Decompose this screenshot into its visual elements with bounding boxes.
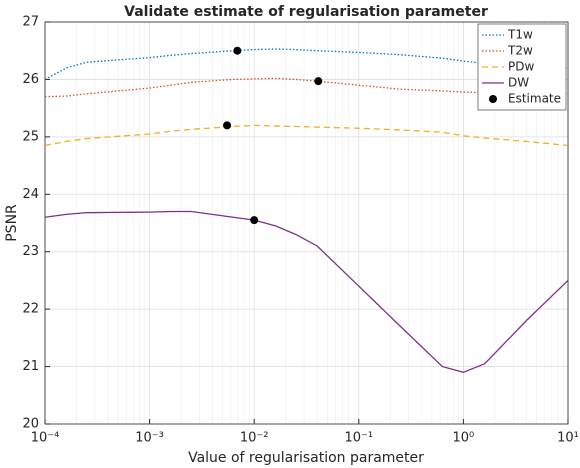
legend-label: Estimate [508, 92, 561, 106]
series-line [44, 77, 569, 98]
y-tick-label: 27 [22, 15, 39, 30]
x-axis-label: Value of regularisation parameter [188, 450, 424, 466]
x-tick-label: 10⁰ [453, 431, 475, 446]
series-line [44, 124, 569, 147]
chart-title: Validate estimate of regularisation para… [124, 4, 488, 20]
legend-swatch [489, 95, 497, 103]
y-tick-label: 20 [22, 417, 39, 432]
estimate-point [223, 121, 232, 130]
legend-label: T2w [507, 44, 533, 58]
x-tick-label: 10¹ [557, 431, 579, 446]
y-tick-label: 24 [22, 187, 39, 202]
y-axis-label: PSNR [4, 204, 20, 242]
y-tick-label: 21 [22, 359, 39, 374]
legend-label: DW [508, 76, 529, 90]
plot-frame [44, 21, 569, 425]
estimate-point [233, 46, 242, 55]
x-tick-label: 10⁻⁴ [31, 431, 60, 446]
estimate-point [250, 216, 259, 225]
y-tick-label: 22 [22, 302, 39, 317]
y-tick-label: 25 [22, 129, 39, 144]
y-tick-label: 26 [22, 72, 39, 87]
y-tick-label: 23 [22, 244, 39, 259]
legend-label: PDw [508, 60, 534, 74]
legend-label: T1w [507, 28, 533, 42]
x-tick-label: 10⁻¹ [344, 431, 373, 446]
x-tick-label: 10⁻³ [135, 431, 164, 446]
series-line [44, 210, 569, 373]
estimate-point [314, 77, 323, 86]
x-tick-label: 10⁻² [240, 431, 269, 446]
